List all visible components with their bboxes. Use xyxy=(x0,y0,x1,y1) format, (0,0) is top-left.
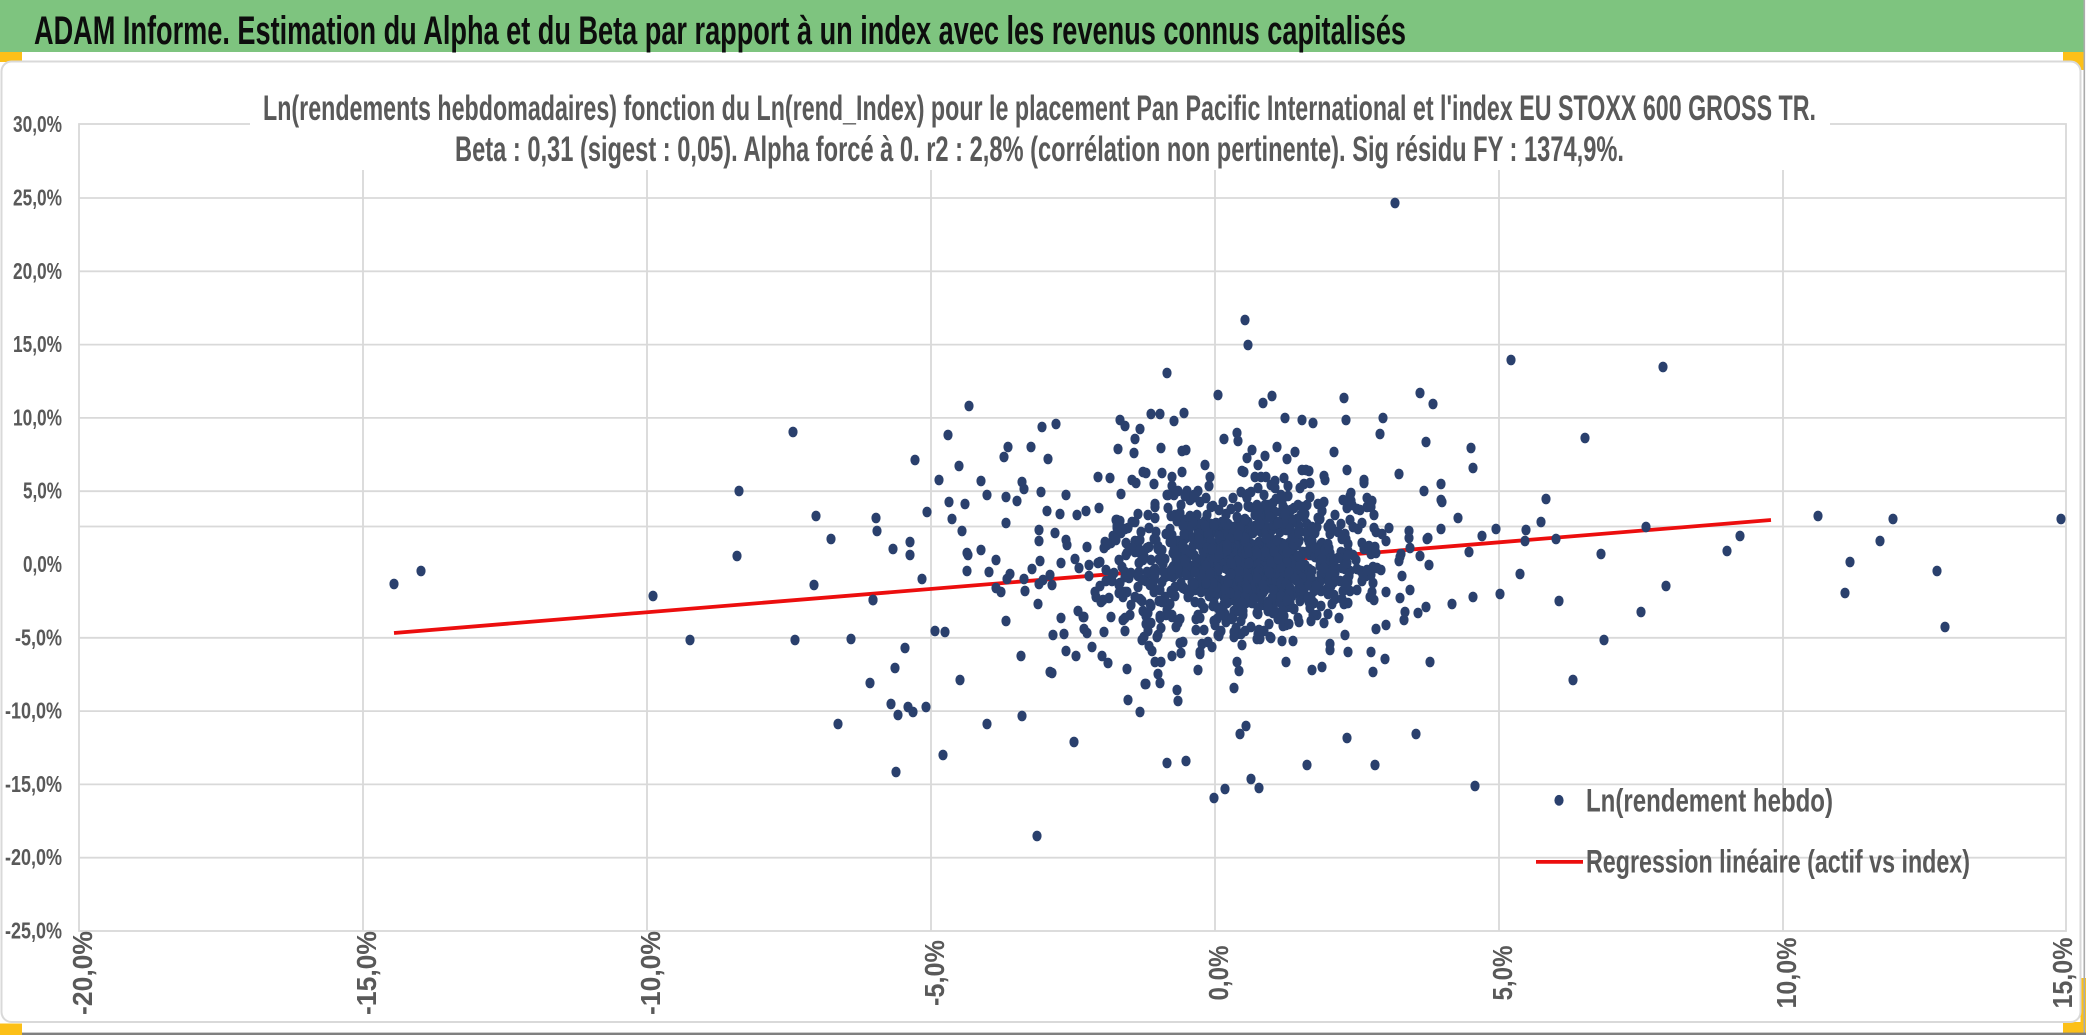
svg-text:30,0%: 30,0% xyxy=(13,111,62,137)
svg-text:0,0%: 0,0% xyxy=(1203,946,1234,1001)
svg-text:15,0%: 15,0% xyxy=(13,331,62,357)
svg-text:25,0%: 25,0% xyxy=(13,185,62,211)
svg-text:20,0%: 20,0% xyxy=(13,258,62,284)
svg-text:-10,0%: -10,0% xyxy=(635,931,666,1015)
svg-text:5,0%: 5,0% xyxy=(23,478,62,504)
svg-text:5,0%: 5,0% xyxy=(1487,946,1518,1001)
svg-text:Ln(rendements hebdomadaires) f: Ln(rendements hebdomadaires) fonction du… xyxy=(263,88,1816,128)
svg-text:-20,0%: -20,0% xyxy=(67,931,98,1015)
svg-text:-15,0%: -15,0% xyxy=(5,771,62,797)
svg-text:-25,0%: -25,0% xyxy=(5,918,62,944)
svg-text:0,0%: 0,0% xyxy=(23,551,62,577)
svg-text:Regression linéaire (actif vs: Regression linéaire (actif vs index) xyxy=(1586,843,1970,880)
svg-text:10,0%: 10,0% xyxy=(13,404,62,430)
svg-text:-5,0%: -5,0% xyxy=(919,940,950,1006)
svg-text:Ln(rendement hebdo): Ln(rendement hebdo) xyxy=(1586,782,1833,819)
svg-text:15,0%: 15,0% xyxy=(2047,938,2078,1009)
svg-text:10,0%: 10,0% xyxy=(1771,938,1802,1009)
svg-text:-10,0%: -10,0% xyxy=(5,698,62,724)
svg-text:ADAM Informe. Estimation du Al: ADAM Informe. Estimation du Alpha et du … xyxy=(34,9,1406,53)
svg-text:-20,0%: -20,0% xyxy=(5,844,62,870)
svg-text:Beta : 0,31 (sigest : 0,05). A: Beta : 0,31 (sigest : 0,05). Alpha forcé… xyxy=(455,129,1624,169)
svg-text:-15,0%: -15,0% xyxy=(351,931,382,1015)
svg-text:-5,0%: -5,0% xyxy=(15,624,62,650)
